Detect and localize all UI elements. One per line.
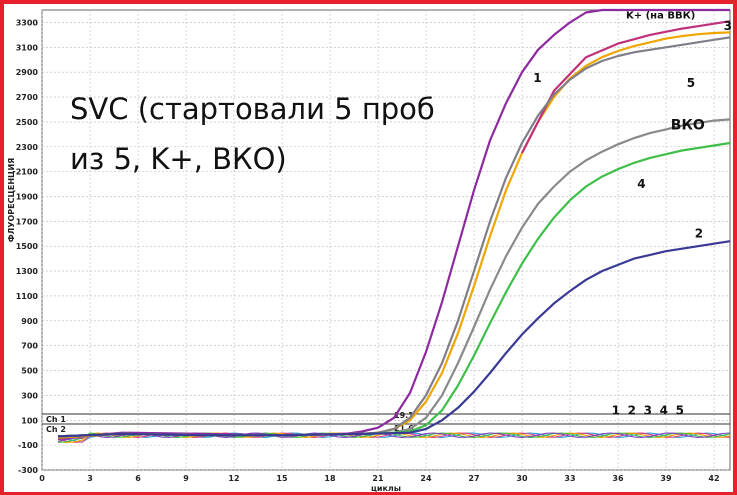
x-tick-label: 12 [228,474,239,483]
y-tick-label: 500 [21,367,38,376]
threshold-crossing-label: 19.1 [394,411,414,420]
curve-label: 1 [533,71,541,85]
x-tick-label: 21 [372,474,384,483]
amplification-chart: 0 3 6 9 12 15 18 21 24 27 30 33 36 39 42-300-100100300… [7,8,732,492]
x-tick-label: 33 [564,474,575,483]
series-line [57,8,730,440]
x-tick-label: 27 [468,474,479,483]
y-tick-label: 1300 [16,267,39,276]
y-tick-label: 300 [21,391,38,400]
series-line [521,20,731,154]
x-tick-label: 39 [660,474,672,483]
y-tick-label: 3300 [16,18,39,27]
curve-label: K+ (на ВВК) [626,11,695,22]
y-tick-label: 900 [21,317,38,326]
series-line [57,240,731,438]
y-tick-label: 2900 [16,68,39,77]
x-tick-label: 6 [135,474,141,483]
x-tick-label: 9 [183,474,189,483]
y-tick-label: 700 [21,342,38,351]
x-axis-label: циклы [371,484,401,492]
y-tick-label: 1100 [16,292,39,301]
curve-label: 2 [628,404,636,418]
y-tick-label: 2300 [16,143,39,152]
y-tick-label: 1700 [16,217,39,226]
channel-label: Ch 2 [46,425,66,434]
y-tick-label: 3100 [16,43,39,52]
x-tick-label: 30 [516,474,528,483]
x-tick-label: 36 [612,474,624,483]
x-tick-label: 15 [276,474,288,483]
plot-area [41,9,731,471]
y-tick-label: 1900 [16,192,39,201]
y-tick-label: 2500 [16,118,39,127]
curve-label: 1 [612,404,620,418]
y-tick-label: 100 [21,416,38,425]
y-tick-label: 1500 [16,242,39,251]
curve-label: 3 [724,19,732,33]
curve-label: 5 [676,404,684,418]
curve-label: 5 [687,76,695,90]
baseline-trace [57,432,731,442]
chart-panel: 0 3 6 9 12 15 18 21 24 27 30 33 36 39 42 -300 -100 100 300… [4,4,733,492]
x-tick-label: 3 [87,474,93,483]
curve-label: 4 [660,404,668,418]
x-tick-label: 0 [39,474,45,483]
curve-label: 3 [644,404,652,418]
caption-line-2: из 5, K+, ВКО) [70,142,287,176]
x-tick-label: 24 [420,474,432,483]
y-tick-label: 2700 [16,93,39,102]
curve-label: ВКО [671,117,705,133]
y-tick-label: -100 [18,441,38,450]
caption-line-1: SVC (стартовали 5 проб [70,92,435,126]
curve-label: 4 [637,177,645,191]
y-tick-label: 2100 [16,168,39,177]
channel-label: Ch 1 [46,415,66,424]
curve-label: 2 [695,227,703,241]
threshold-crossing-label: 21.6 [394,424,414,433]
y-axis-label: ФЛУОРЕСЦЕНЦИЯ [7,158,16,243]
x-tick-label: 18 [324,474,336,483]
x-tick-label: 42 [708,474,719,483]
chart-overlay-caption: SVC (стартовали 5 проб из 5, K+, ВКО) [70,84,490,184]
y-tick-label: -300 [18,466,38,475]
